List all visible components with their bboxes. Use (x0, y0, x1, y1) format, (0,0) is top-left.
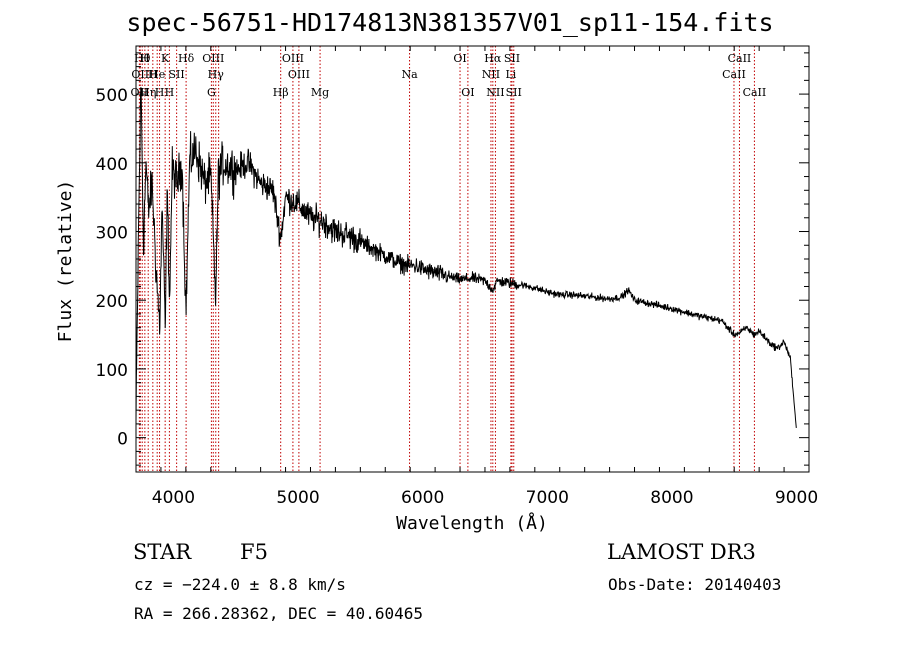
y-tick-label: 300 (96, 224, 128, 244)
line-marker-label: Hα (484, 52, 502, 65)
line-marker-label: Mg (311, 86, 329, 99)
x-tick-label: 6000 (401, 488, 444, 508)
line-marker-label: Hγ (208, 68, 225, 81)
line-marker-label: CaII (743, 86, 767, 99)
y-tick-label: 200 (96, 292, 128, 312)
line-marker-label: SII (506, 86, 522, 99)
line-marker-label: OI (461, 86, 474, 99)
object-class: STAR (133, 540, 192, 564)
x-tick-label: 5000 (276, 488, 319, 508)
y-axis: 0 100 200 300 400 500 (96, 52, 809, 466)
plot-frame (135, 45, 810, 473)
x-tick-label: 9000 (775, 488, 818, 508)
line-marker-label: H (155, 86, 165, 99)
spectral-subclass: F5 (240, 540, 268, 564)
line-marker-label: OI (453, 52, 466, 65)
redshift-readout: cz = −224.0 ± 8.8 km/s (134, 575, 346, 594)
line-marker-label: Hθ (134, 52, 151, 65)
spectrum-line (135, 87, 797, 428)
line-marker-label: NII (482, 68, 500, 81)
line-marker-label: Hδ (178, 52, 195, 65)
x-tick-label: 7000 (526, 488, 569, 508)
line-marker-label: NII (486, 86, 504, 99)
y-tick-label: 400 (96, 155, 128, 175)
line-marker-label: CaII (722, 68, 746, 81)
y-tick-label: 100 (96, 361, 128, 381)
line-marker-label: H (148, 68, 158, 81)
line-marker-label: H (165, 86, 175, 99)
line-marker-label: OII (131, 68, 149, 81)
y-tick-label: 0 (117, 430, 128, 450)
line-marker-label: K (161, 52, 170, 65)
line-marker-label: OIII (282, 52, 304, 65)
line-marker-label: OIII (202, 52, 224, 65)
y-axis-label: Flux (relative) (55, 180, 76, 343)
survey-label: LAMOST DR3 (607, 540, 756, 564)
x-tick-label: 8000 (650, 488, 693, 508)
x-axis-label: Wavelength (Å) (396, 512, 548, 534)
y-tick-label: 500 (96, 86, 128, 106)
line-marker-label: H (140, 52, 150, 65)
line-marker-label: CaII (728, 52, 752, 65)
x-tick-label: 4000 (152, 488, 195, 508)
x-axis: 4000 5000 6000 7000 8000 9000 (135, 46, 818, 508)
line-marker-label: He (149, 68, 165, 81)
line-marker-label: G (207, 86, 216, 99)
spectral-line-labels: OIIOIIHθHHηHHeHKHSIIHδGOIIIHγHβOIIIOIIIM… (131, 52, 767, 99)
coordinates: RA = 266.28362, DEC = 40.60465 (134, 604, 423, 623)
line-marker-label: Li (505, 68, 516, 81)
line-marker-label: Hβ (273, 86, 289, 99)
chart-title: spec-56751-HD174813N381357V01_sp11-154.f… (126, 8, 774, 37)
spectral-line-markers (138, 46, 755, 472)
line-marker-label: Hη (140, 86, 156, 99)
obs-date: Obs-Date: 20140403 (608, 575, 782, 594)
line-marker-label: Na (401, 68, 418, 81)
line-marker-label: SII (504, 52, 520, 65)
line-marker-label: OII (131, 86, 149, 99)
line-marker-label: SII (169, 68, 185, 81)
line-marker-label: OIII (288, 68, 310, 81)
